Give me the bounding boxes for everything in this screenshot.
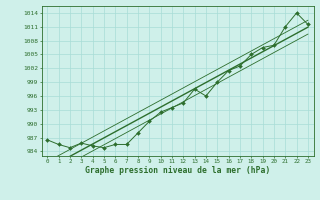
X-axis label: Graphe pression niveau de la mer (hPa): Graphe pression niveau de la mer (hPa) xyxy=(85,166,270,175)
